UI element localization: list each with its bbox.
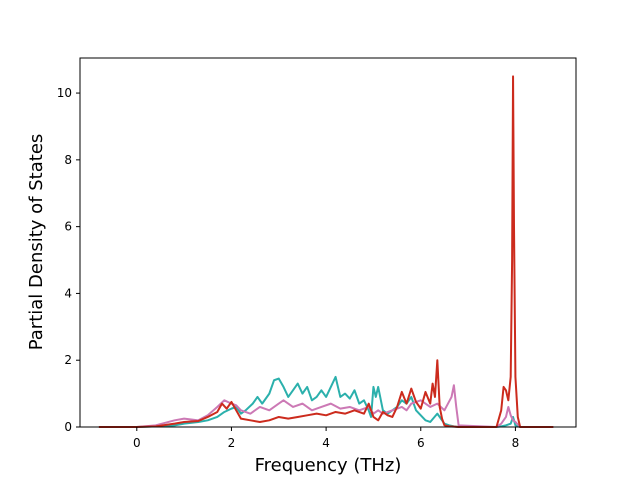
x-tick-label: 4 (322, 436, 330, 450)
x-tick-label: 2 (228, 436, 236, 450)
series-line-1 (98, 375, 554, 428)
y-tick-label: 8 (64, 153, 72, 167)
x-tick-label: 8 (512, 436, 520, 450)
x-axis-label: Frequency (THz) (255, 455, 402, 476)
y-tick-label: 6 (64, 220, 72, 234)
x-tick-label: 6 (417, 436, 425, 450)
y-tick-label: 10 (57, 86, 72, 100)
y-tick-label: 2 (64, 353, 72, 367)
x-tick-label: 0 (133, 436, 141, 450)
y-axis-ticks: 0 2 4 6 8 10 (57, 86, 80, 434)
series-line-2 (98, 384, 554, 428)
series-layer (98, 75, 554, 428)
y-axis-label: Partial Density of States (26, 134, 47, 351)
axes-frame (79, 57, 577, 428)
y-tick-label: 0 (64, 420, 72, 434)
x-axis-ticks: 0 2 4 6 8 (133, 427, 519, 450)
series-line-3 (98, 75, 554, 428)
y-tick-label: 4 (64, 286, 72, 300)
